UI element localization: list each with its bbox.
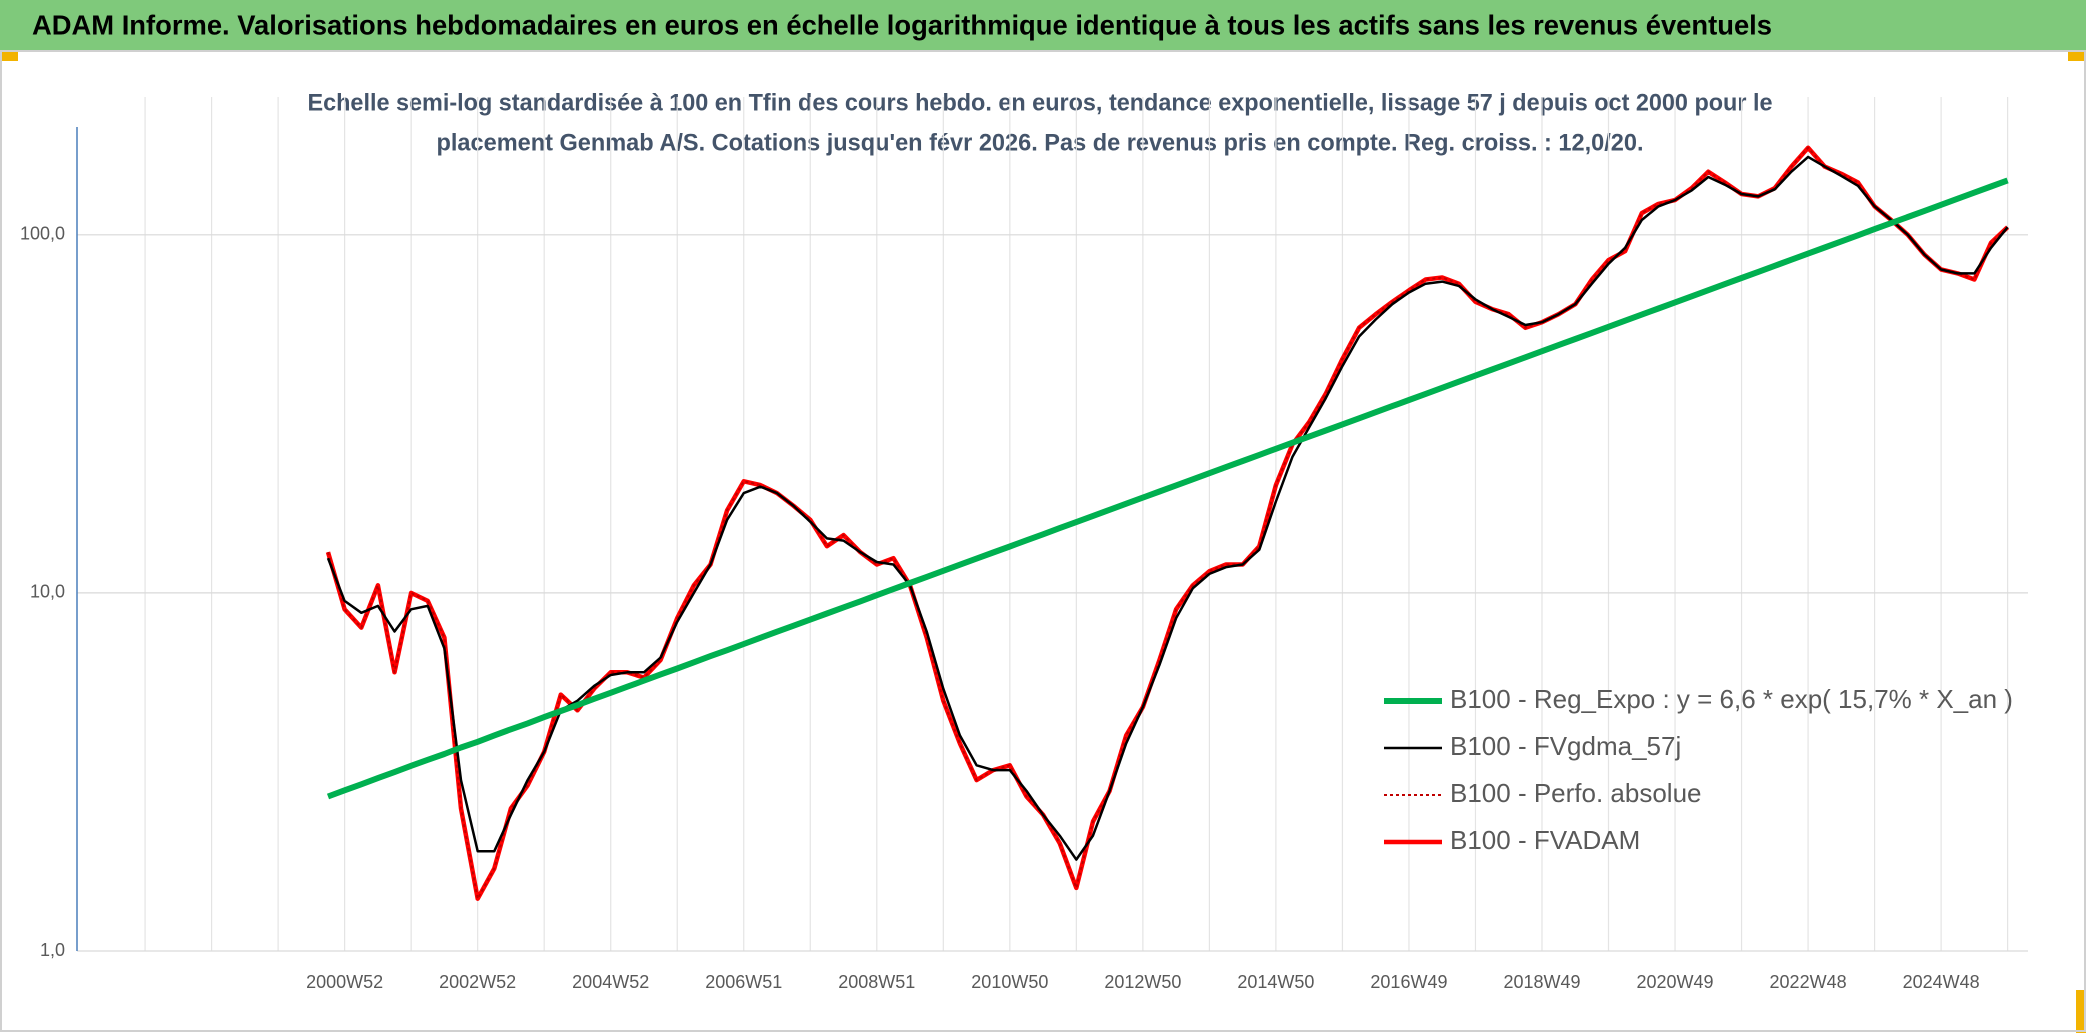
- x-tick-label: 2012W50: [1104, 972, 1181, 992]
- grid: 1,0 10,0 100,0 2000W52 2002W52 2004W52 2006W51…: [20, 97, 2028, 992]
- series-line: [326, 155, 2009, 861]
- legend-label: B100 - Perfo. absolue: [1450, 778, 1702, 808]
- legend-label: B100 - FVADAM: [1450, 825, 1640, 855]
- x-tick-label: 2004W52: [572, 972, 649, 992]
- x-tick-label: 2018W49: [1503, 972, 1580, 992]
- x-tick-label: 2006W51: [705, 972, 782, 992]
- plot-area: [325, 145, 2010, 901]
- y-tick-label: 10,0: [30, 582, 65, 602]
- chart-title: ADAM Informe. Valorisations hebdomadaire…: [32, 9, 1772, 40]
- chart-subtitle: placement Genmab A/S. Cotations jusqu'en…: [437, 129, 1644, 156]
- x-tick-label: 2024W48: [1903, 972, 1980, 992]
- corner-mark: [0, 51, 18, 61]
- x-tick-label: 2016W49: [1370, 972, 1447, 992]
- y-tick-label: 1,0: [40, 940, 65, 960]
- x-tick-label: 2022W48: [1770, 972, 1847, 992]
- x-tick-label: 2008W51: [838, 972, 915, 992]
- x-tick-label: 2014W50: [1237, 972, 1314, 992]
- corner-mark: [2068, 51, 2086, 61]
- legend: B100 - Reg_Expo : y = 6,6 * exp( 15,7% *…: [1384, 684, 2013, 855]
- x-tick-label: 2000W52: [306, 972, 383, 992]
- header-bar: [0, 0, 2086, 51]
- frame: [0, 50, 2086, 1032]
- legend-label: B100 - Reg_Expo : y = 6,6 * exp( 15,7% *…: [1450, 684, 2013, 714]
- series-line: [327, 146, 2009, 900]
- chart-subtitle: Echelle semi-log standardisée à 100 en T…: [308, 89, 1773, 116]
- x-tick-label: 2002W52: [439, 972, 516, 992]
- x-tick-label: 2020W49: [1636, 972, 1713, 992]
- legend-label: B100 - FVgdma_57j: [1450, 731, 1681, 761]
- corner-mark: [2076, 990, 2086, 1033]
- series-line: [326, 177, 2009, 800]
- y-tick-label: 100,0: [20, 224, 65, 244]
- x-tick-label: 2010W50: [971, 972, 1048, 992]
